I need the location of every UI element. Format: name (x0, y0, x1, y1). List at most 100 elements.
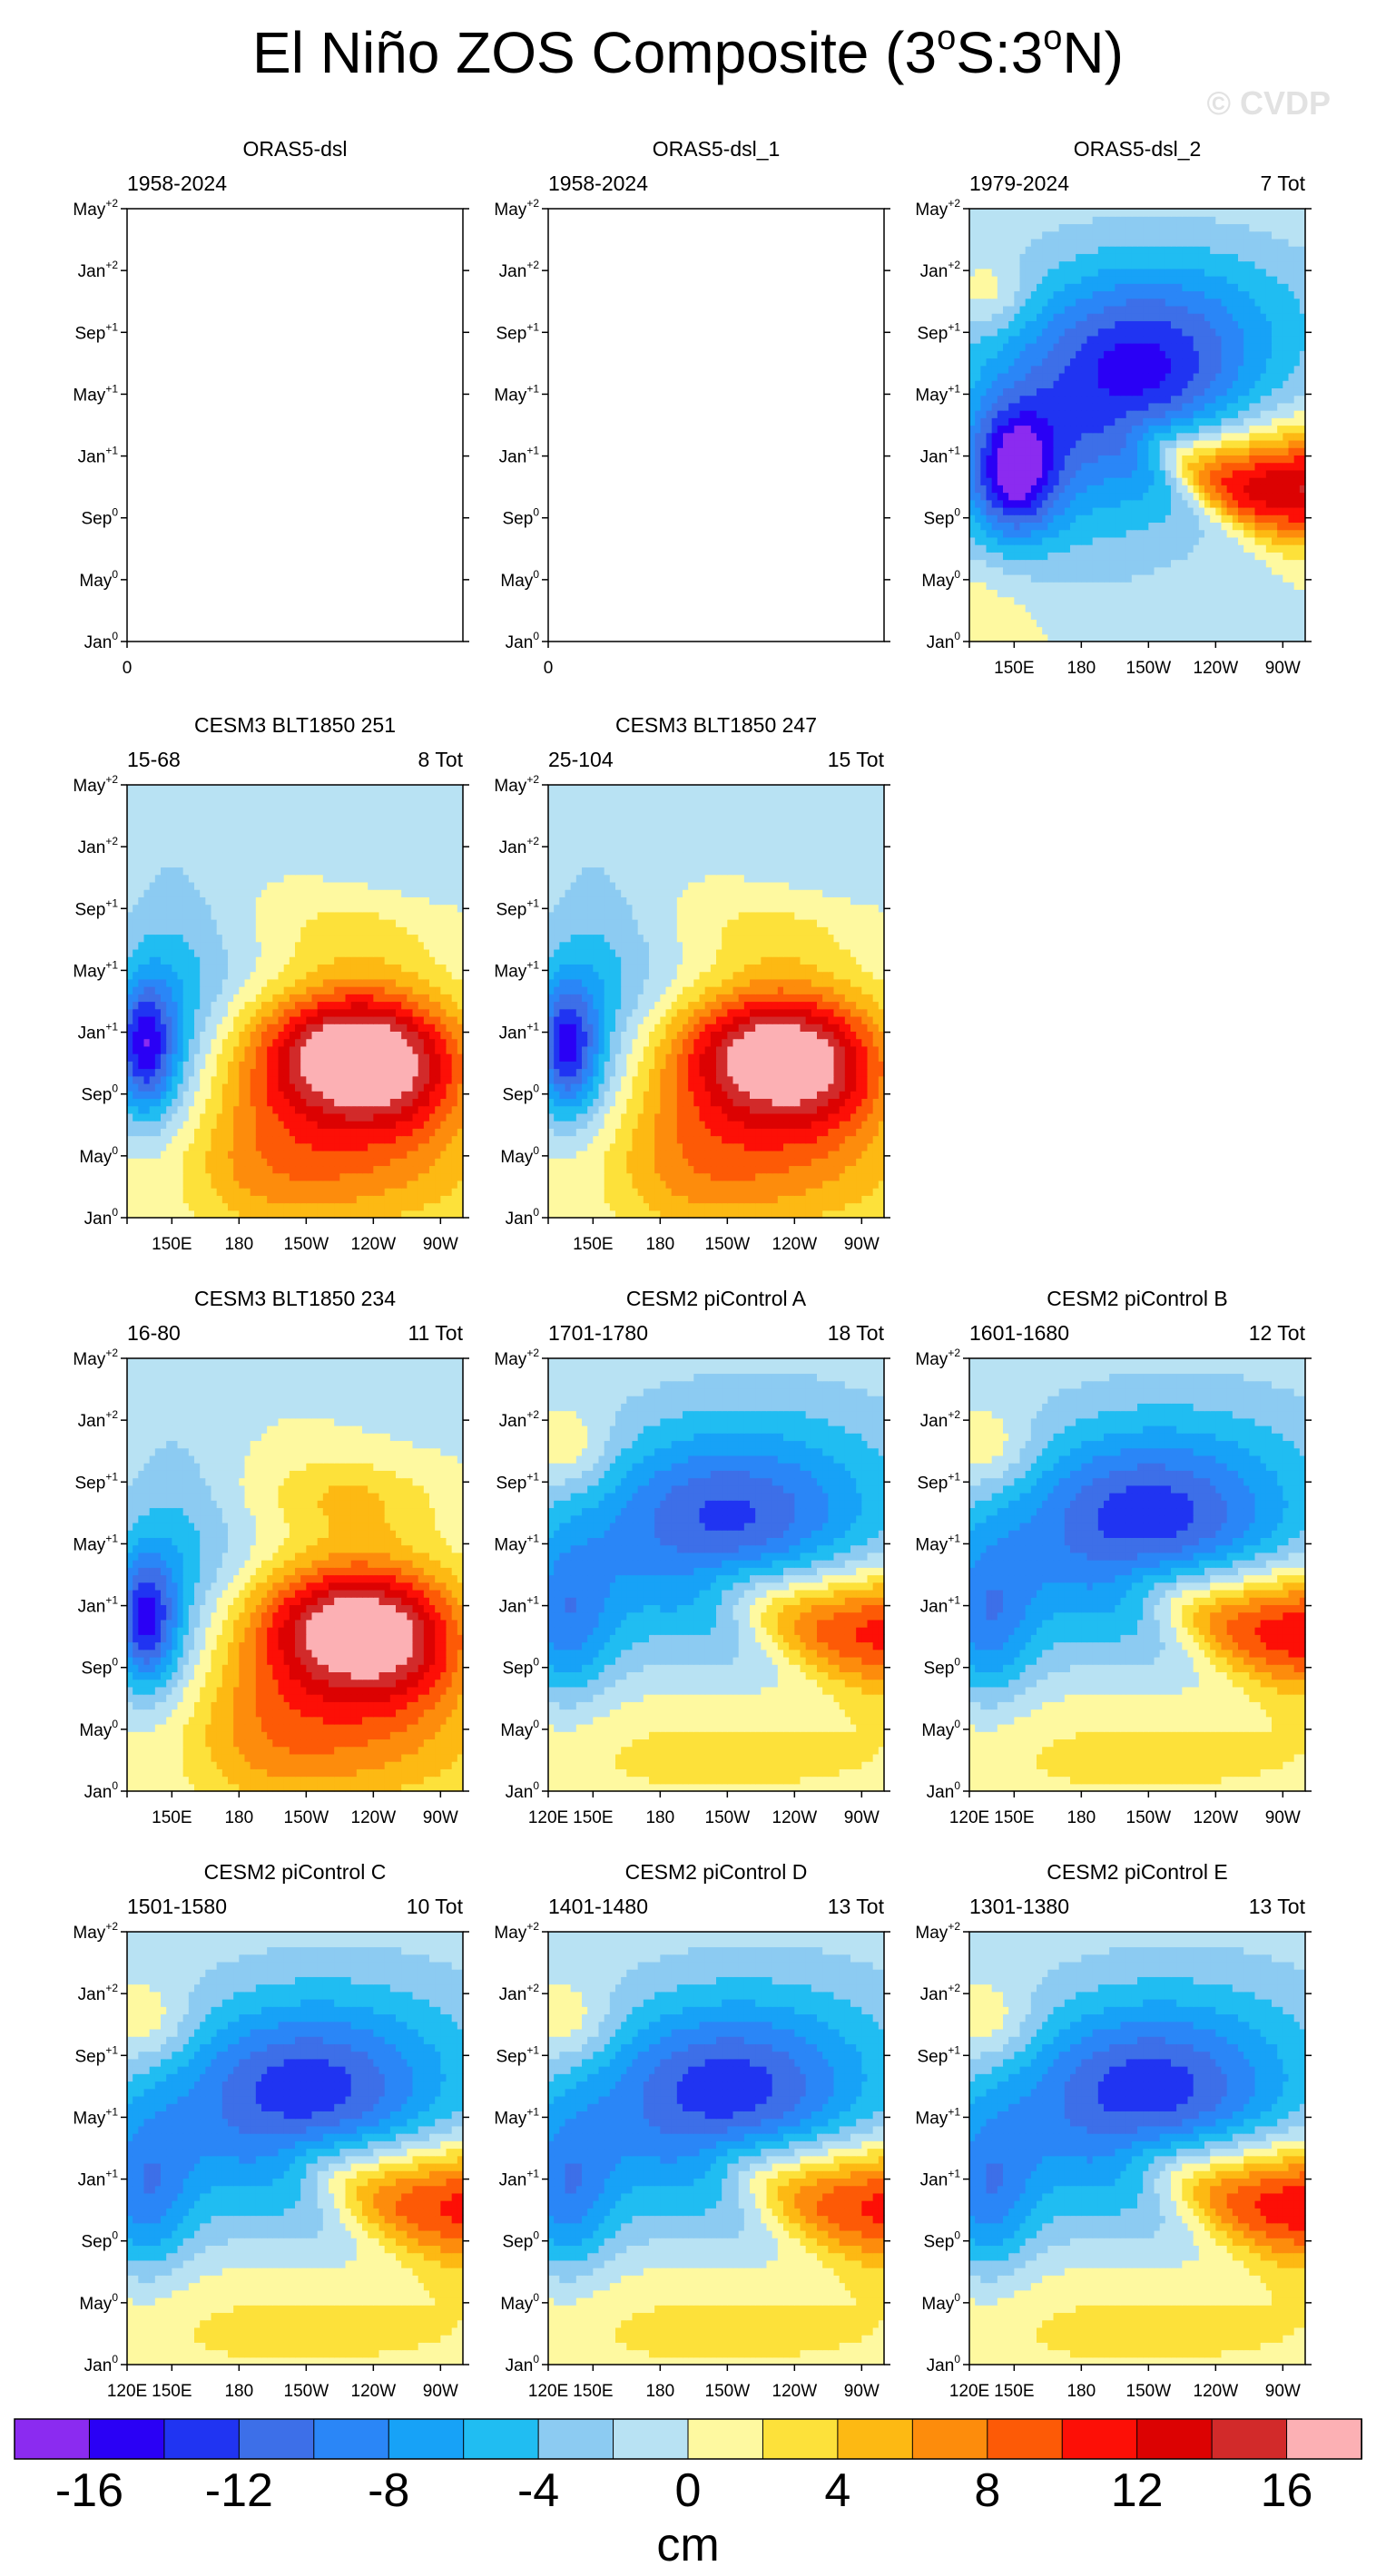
heatmap-cell (1165, 604, 1172, 612)
heatmap-cell (969, 470, 976, 478)
heatmap-cell (1249, 306, 1255, 314)
heatmap-cell (1222, 514, 1228, 523)
heatmap-cell (1008, 366, 1015, 374)
heatmap-cell (1031, 283, 1037, 291)
heatmap-cell (1037, 410, 1043, 418)
heatmap-cell (1143, 410, 1149, 418)
heatmap-cell (1003, 477, 1009, 485)
heatmap-cell (1109, 560, 1116, 568)
heatmap-cell (1160, 417, 1166, 426)
heatmap-cell (1008, 477, 1015, 485)
heatmap-cell (1020, 253, 1027, 261)
heatmap-cell (1065, 597, 1071, 605)
heatmap-cell (1003, 426, 1009, 434)
heatmap-cell (998, 276, 1004, 284)
heatmap-cell (1087, 306, 1094, 314)
heatmap-cell (987, 328, 993, 337)
heatmap-cell (1047, 544, 1054, 553)
heatmap-cell (1031, 366, 1037, 374)
heatmap-cell (1014, 604, 1020, 612)
heatmap-cell (1031, 477, 1037, 485)
heatmap-cell (1289, 410, 1295, 418)
heatmap-cell (1087, 455, 1094, 463)
heatmap-cell (1121, 589, 1127, 597)
heatmap-cell (1059, 387, 1066, 396)
heatmap-cell (1037, 276, 1043, 284)
heatmap-cell (1148, 410, 1155, 418)
heatmap-cell (1199, 410, 1205, 418)
heatmap-cell (1115, 589, 1121, 597)
heatmap-cell (1093, 410, 1099, 418)
heatmap-cell (1215, 313, 1222, 321)
heatmap-cell (1054, 276, 1060, 284)
heatmap-cell (1126, 597, 1133, 605)
heatmap-cell (1155, 574, 1161, 583)
heatmap-cell (1065, 567, 1071, 575)
heatmap-cell (1155, 387, 1161, 396)
heatmap-cell (1059, 283, 1066, 291)
heatmap-cell (992, 269, 998, 277)
heatmap-cell (1093, 552, 1099, 560)
heatmap-cell (1104, 627, 1110, 635)
heatmap-cell (1238, 574, 1244, 583)
heatmap-cell (1272, 455, 1278, 463)
heatmap-cell (1054, 470, 1060, 478)
heatmap-cell (1020, 373, 1027, 381)
heatmap-cell (1255, 530, 1262, 538)
heatmap-cell (969, 612, 976, 620)
heatmap-cell (1054, 426, 1060, 434)
heatmap-cell (1126, 477, 1133, 485)
heatmap-cell (1249, 477, 1255, 485)
heatmap-cell (1076, 380, 1082, 388)
heatmap-cell (1272, 261, 1278, 269)
heatmap-cell (1121, 537, 1127, 545)
heatmap-cell (1294, 269, 1301, 277)
heatmap-cell (1165, 253, 1172, 261)
heatmap-cell (975, 604, 981, 612)
heatmap-cell (1233, 290, 1239, 299)
panels-group: ORAS5-dsl1958-2024Jan0May0Sep0Jan+1May+1… (73, 137, 1312, 2401)
heatmap-cell (1109, 396, 1116, 404)
heatmap-cell (980, 574, 987, 583)
heatmap-cell (1215, 567, 1222, 575)
heatmap-cell (1076, 500, 1082, 508)
heatmap-cell (1143, 253, 1149, 261)
heatmap-cell (1222, 597, 1228, 605)
heatmap-cell (1081, 313, 1087, 321)
heatmap-cell (1115, 567, 1121, 575)
heatmap-cell (1249, 387, 1255, 396)
heatmap-cell (1126, 500, 1133, 508)
heatmap-cell (1148, 619, 1155, 627)
heatmap-cell (1171, 396, 1177, 404)
heatmap-cell (1143, 366, 1149, 374)
heatmap-cell (1176, 350, 1183, 358)
heatmap-cell (1171, 269, 1177, 277)
heatmap-cell (998, 269, 1004, 277)
heatmap-cell (1261, 604, 1267, 612)
heatmap-cell (1204, 544, 1211, 553)
heatmap-cell (1081, 544, 1087, 553)
heatmap-cell (1160, 507, 1166, 515)
heatmap-cell (1283, 336, 1289, 344)
heatmap-cell (1059, 574, 1066, 583)
heatmap-cell (992, 485, 998, 493)
heatmap-cell (1014, 366, 1020, 374)
heatmap-cell (1165, 589, 1172, 597)
heatmap-cell (1283, 410, 1289, 418)
heatmap-cell (1020, 567, 1027, 575)
heatmap-cell (1059, 373, 1066, 381)
heatmap-cell (1042, 328, 1048, 337)
heatmap-cell (1143, 426, 1149, 434)
heatmap-cell (1115, 574, 1121, 583)
heatmap-cell (1070, 447, 1076, 455)
heatmap-cell (1294, 507, 1301, 515)
heatmap-cell (1204, 455, 1211, 463)
heatmap-cell (1087, 350, 1094, 358)
heatmap-cell (1204, 463, 1211, 471)
heatmap-cell (1042, 552, 1048, 560)
heatmap-cell (1243, 589, 1250, 597)
heatmap-cell (1266, 619, 1273, 627)
heatmap-cell (1132, 582, 1138, 590)
heatmap-cell (1194, 433, 1200, 441)
heatmap-cell (1132, 313, 1138, 321)
